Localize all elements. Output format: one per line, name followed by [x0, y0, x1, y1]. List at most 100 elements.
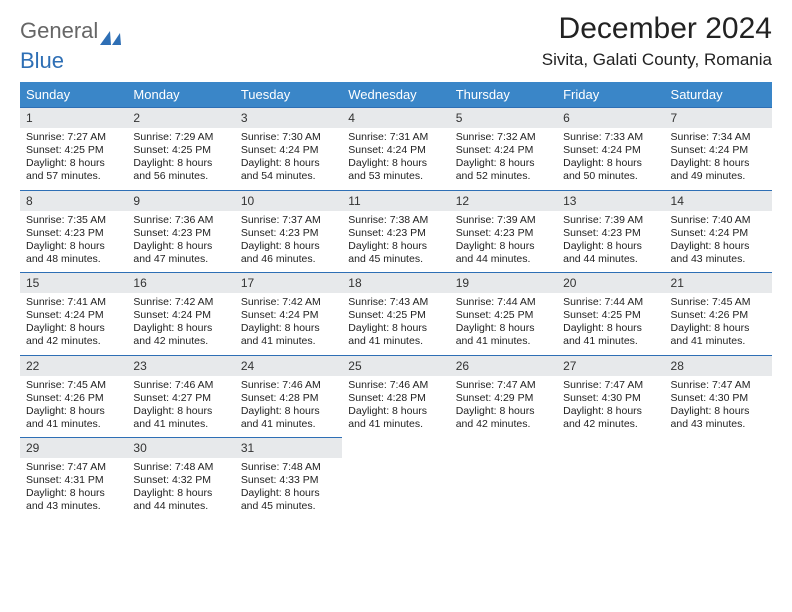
- sunrise-line: Sunrise: 7:45 AM: [671, 296, 766, 309]
- calendar-cell: 15Sunrise: 7:41 AMSunset: 4:24 PMDayligh…: [20, 272, 127, 355]
- day-details: Sunrise: 7:47 AMSunset: 4:31 PMDaylight:…: [20, 458, 127, 520]
- calendar-cell: 4Sunrise: 7:31 AMSunset: 4:24 PMDaylight…: [342, 107, 449, 190]
- day-details: Sunrise: 7:36 AMSunset: 4:23 PMDaylight:…: [127, 211, 234, 273]
- sunset-line: Sunset: 4:24 PM: [671, 227, 766, 240]
- sunset-line: Sunset: 4:25 PM: [456, 309, 551, 322]
- sunrise-line: Sunrise: 7:47 AM: [563, 379, 658, 392]
- page-title: December 2024: [542, 12, 772, 46]
- sunset-line: Sunset: 4:24 PM: [671, 144, 766, 157]
- calendar-header-row: SundayMondayTuesdayWednesdayThursdayFrid…: [20, 82, 772, 107]
- calendar-cell: 3Sunrise: 7:30 AMSunset: 4:24 PMDaylight…: [235, 107, 342, 190]
- sunset-line: Sunset: 4:25 PM: [563, 309, 658, 322]
- daylight-line: Daylight: 8 hours and 41 minutes.: [456, 322, 551, 348]
- calendar-cell: 8Sunrise: 7:35 AMSunset: 4:23 PMDaylight…: [20, 190, 127, 273]
- calendar-week-row: 22Sunrise: 7:45 AMSunset: 4:26 PMDayligh…: [20, 355, 772, 438]
- weekday-header: Thursday: [450, 82, 557, 107]
- day-number: 11: [342, 190, 449, 211]
- day-details: Sunrise: 7:45 AMSunset: 4:26 PMDaylight:…: [20, 376, 127, 438]
- calendar-cell: 14Sunrise: 7:40 AMSunset: 4:24 PMDayligh…: [665, 190, 772, 273]
- calendar-cell: 19Sunrise: 7:44 AMSunset: 4:25 PMDayligh…: [450, 272, 557, 355]
- sunrise-line: Sunrise: 7:36 AM: [133, 214, 228, 227]
- day-details: Sunrise: 7:46 AMSunset: 4:28 PMDaylight:…: [235, 376, 342, 438]
- daylight-line: Daylight: 8 hours and 43 minutes.: [26, 487, 121, 513]
- calendar-week-row: 29Sunrise: 7:47 AMSunset: 4:31 PMDayligh…: [20, 437, 772, 520]
- day-details: Sunrise: 7:48 AMSunset: 4:33 PMDaylight:…: [235, 458, 342, 520]
- day-details: Sunrise: 7:48 AMSunset: 4:32 PMDaylight:…: [127, 458, 234, 520]
- daylight-line: Daylight: 8 hours and 46 minutes.: [241, 240, 336, 266]
- sunset-line: Sunset: 4:27 PM: [133, 392, 228, 405]
- day-number: 10: [235, 190, 342, 211]
- sunrise-line: Sunrise: 7:42 AM: [241, 296, 336, 309]
- day-details: Sunrise: 7:46 AMSunset: 4:27 PMDaylight:…: [127, 376, 234, 438]
- calendar-cell: [342, 437, 449, 520]
- day-number: 1: [20, 107, 127, 128]
- daylight-line: Daylight: 8 hours and 47 minutes.: [133, 240, 228, 266]
- day-details: Sunrise: 7:41 AMSunset: 4:24 PMDaylight:…: [20, 293, 127, 355]
- daylight-line: Daylight: 8 hours and 41 minutes.: [671, 322, 766, 348]
- sunset-line: Sunset: 4:28 PM: [348, 392, 443, 405]
- day-number: 20: [557, 272, 664, 293]
- daylight-line: Daylight: 8 hours and 54 minutes.: [241, 157, 336, 183]
- day-details: Sunrise: 7:47 AMSunset: 4:30 PMDaylight:…: [557, 376, 664, 438]
- daylight-line: Daylight: 8 hours and 50 minutes.: [563, 157, 658, 183]
- day-number: 28: [665, 355, 772, 376]
- calendar-cell: 24Sunrise: 7:46 AMSunset: 4:28 PMDayligh…: [235, 355, 342, 438]
- day-details: Sunrise: 7:44 AMSunset: 4:25 PMDaylight:…: [450, 293, 557, 355]
- sunset-line: Sunset: 4:23 PM: [26, 227, 121, 240]
- daylight-line: Daylight: 8 hours and 41 minutes.: [133, 405, 228, 431]
- sunrise-line: Sunrise: 7:43 AM: [348, 296, 443, 309]
- sunrise-line: Sunrise: 7:34 AM: [671, 131, 766, 144]
- sunset-line: Sunset: 4:33 PM: [241, 474, 336, 487]
- calendar-cell: 30Sunrise: 7:48 AMSunset: 4:32 PMDayligh…: [127, 437, 234, 520]
- sunset-line: Sunset: 4:24 PM: [241, 144, 336, 157]
- day-details: Sunrise: 7:31 AMSunset: 4:24 PMDaylight:…: [342, 128, 449, 190]
- calendar-cell: 10Sunrise: 7:37 AMSunset: 4:23 PMDayligh…: [235, 190, 342, 273]
- calendar-table: SundayMondayTuesdayWednesdayThursdayFrid…: [20, 82, 772, 520]
- sunrise-line: Sunrise: 7:29 AM: [133, 131, 228, 144]
- sunrise-line: Sunrise: 7:45 AM: [26, 379, 121, 392]
- daylight-line: Daylight: 8 hours and 42 minutes.: [133, 322, 228, 348]
- daylight-line: Daylight: 8 hours and 41 minutes.: [348, 405, 443, 431]
- sunrise-line: Sunrise: 7:48 AM: [133, 461, 228, 474]
- sunset-line: Sunset: 4:25 PM: [26, 144, 121, 157]
- weekday-header: Tuesday: [235, 82, 342, 107]
- daylight-line: Daylight: 8 hours and 43 minutes.: [671, 405, 766, 431]
- day-number: 31: [235, 437, 342, 458]
- calendar-cell: 28Sunrise: 7:47 AMSunset: 4:30 PMDayligh…: [665, 355, 772, 438]
- sunrise-line: Sunrise: 7:40 AM: [671, 214, 766, 227]
- logo-text-general: General: [20, 18, 98, 44]
- sunset-line: Sunset: 4:23 PM: [348, 227, 443, 240]
- day-number: 3: [235, 107, 342, 128]
- daylight-line: Daylight: 8 hours and 43 minutes.: [671, 240, 766, 266]
- calendar-cell: 25Sunrise: 7:46 AMSunset: 4:28 PMDayligh…: [342, 355, 449, 438]
- calendar-cell: 11Sunrise: 7:38 AMSunset: 4:23 PMDayligh…: [342, 190, 449, 273]
- daylight-line: Daylight: 8 hours and 42 minutes.: [26, 322, 121, 348]
- sunrise-line: Sunrise: 7:37 AM: [241, 214, 336, 227]
- day-details: Sunrise: 7:32 AMSunset: 4:24 PMDaylight:…: [450, 128, 557, 190]
- sunrise-line: Sunrise: 7:44 AM: [456, 296, 551, 309]
- calendar-cell: 22Sunrise: 7:45 AMSunset: 4:26 PMDayligh…: [20, 355, 127, 438]
- sunrise-line: Sunrise: 7:46 AM: [241, 379, 336, 392]
- day-details: Sunrise: 7:30 AMSunset: 4:24 PMDaylight:…: [235, 128, 342, 190]
- brand-logo: General: [20, 18, 122, 44]
- sunset-line: Sunset: 4:25 PM: [133, 144, 228, 157]
- day-details: Sunrise: 7:45 AMSunset: 4:26 PMDaylight:…: [665, 293, 772, 355]
- daylight-line: Daylight: 8 hours and 52 minutes.: [456, 157, 551, 183]
- calendar-cell: [665, 437, 772, 520]
- day-details: Sunrise: 7:44 AMSunset: 4:25 PMDaylight:…: [557, 293, 664, 355]
- sunset-line: Sunset: 4:30 PM: [563, 392, 658, 405]
- calendar-cell: 12Sunrise: 7:39 AMSunset: 4:23 PMDayligh…: [450, 190, 557, 273]
- day-number: 2: [127, 107, 234, 128]
- title-block: December 2024 Sivita, Galati County, Rom…: [542, 12, 772, 70]
- sunset-line: Sunset: 4:24 PM: [241, 309, 336, 322]
- calendar-cell: 6Sunrise: 7:33 AMSunset: 4:24 PMDaylight…: [557, 107, 664, 190]
- day-number: 4: [342, 107, 449, 128]
- calendar-cell: 5Sunrise: 7:32 AMSunset: 4:24 PMDaylight…: [450, 107, 557, 190]
- weekday-header: Friday: [557, 82, 664, 107]
- daylight-line: Daylight: 8 hours and 48 minutes.: [26, 240, 121, 266]
- sunrise-line: Sunrise: 7:47 AM: [26, 461, 121, 474]
- weekday-header: Sunday: [20, 82, 127, 107]
- day-number: 19: [450, 272, 557, 293]
- sunset-line: Sunset: 4:23 PM: [133, 227, 228, 240]
- sunrise-line: Sunrise: 7:42 AM: [133, 296, 228, 309]
